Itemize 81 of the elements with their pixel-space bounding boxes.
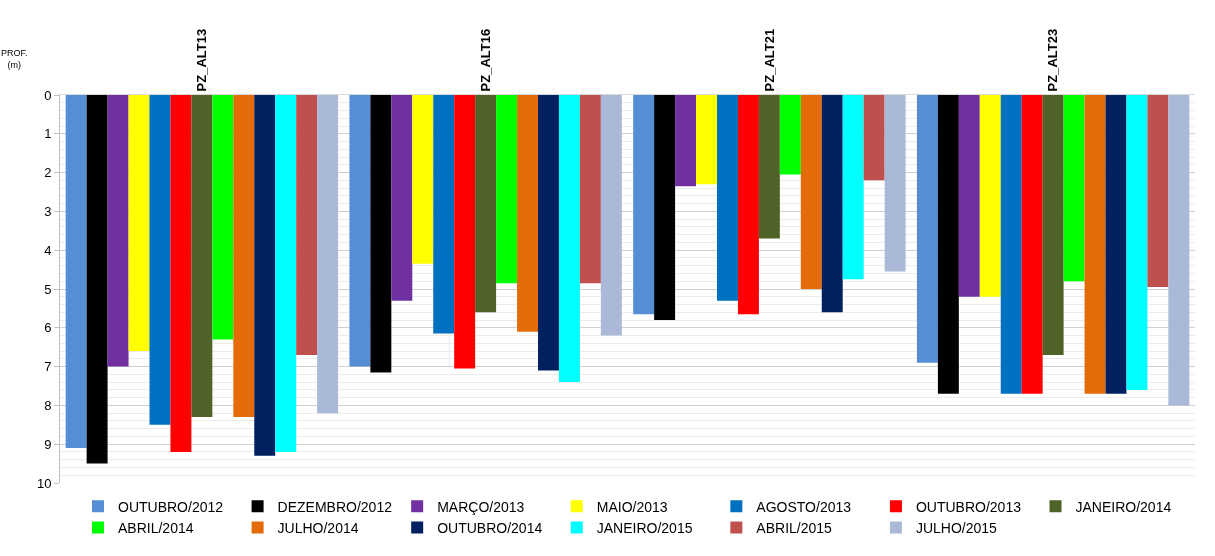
bar (1042, 95, 1064, 355)
bar (842, 95, 864, 280)
legend-label: ABRIL/2014 (118, 520, 194, 537)
bar (128, 95, 150, 352)
bar (65, 95, 87, 449)
bar (433, 95, 455, 334)
y-tick-label: 5 (44, 281, 52, 297)
y-tick-label: 6 (44, 320, 52, 336)
bar (538, 95, 559, 371)
y-tick-label: 3 (44, 203, 52, 219)
bar (1147, 95, 1169, 288)
y-tick-label: 0 (44, 87, 52, 103)
y-tick-label: 2 (44, 165, 52, 181)
x-tick-label: PZ_ALT16 (477, 28, 493, 92)
bar (1021, 95, 1043, 394)
bar (391, 95, 413, 301)
bar (233, 95, 255, 418)
legend-label: OUTUBRO/2012 (118, 498, 224, 515)
bar (758, 95, 780, 239)
legend-label: OUTUBRO/2013 (915, 498, 1022, 515)
legend-label: ABRIL/2015 (756, 520, 833, 537)
bar (863, 95, 885, 181)
legend-label: JULHO/2014 (277, 520, 359, 537)
bar (370, 95, 392, 373)
bar (716, 95, 738, 301)
legend-label: JANEIRO/2015 (596, 520, 693, 537)
bar (1126, 95, 1148, 390)
bar (654, 95, 676, 321)
bar (191, 95, 213, 418)
bar (558, 95, 580, 383)
bar (779, 95, 801, 175)
legend-label: MARÇO/2013 (437, 498, 525, 515)
x-tick-label: PZ_ALT13 (194, 28, 210, 92)
bar (696, 95, 717, 185)
bar (675, 95, 697, 187)
bar (937, 95, 959, 394)
bar (579, 95, 601, 284)
bar (86, 95, 108, 464)
legend-label: MAIO/2013 (596, 498, 668, 515)
bar (475, 95, 497, 313)
y-tick-label: 10 (36, 475, 52, 491)
legend-label: AGOSTO/2013 (756, 498, 852, 515)
bar (1063, 95, 1085, 282)
bar (1105, 95, 1127, 394)
y-tick-label: 8 (44, 397, 52, 413)
bar (1168, 95, 1190, 406)
legend-label: JANEIRO/2014 (1075, 498, 1172, 515)
bar (254, 95, 276, 456)
bar (1000, 95, 1022, 394)
bar (317, 95, 339, 414)
bar (517, 95, 539, 332)
bar (916, 95, 938, 363)
x-tick-label: PZ_ALT21 (761, 28, 777, 92)
bar (349, 95, 371, 367)
x-tick-label: PZ_ALT23 (1045, 28, 1061, 92)
y-tick-label: 4 (44, 242, 52, 258)
bar (979, 95, 1001, 297)
legend-label: OUTUBRO/2014 (437, 520, 543, 537)
bar (1084, 95, 1106, 394)
legend-label: JULHO/2015 (915, 520, 998, 537)
bar (212, 95, 234, 340)
bar (275, 95, 297, 452)
bar (149, 95, 171, 425)
bar (454, 95, 476, 369)
bar (737, 95, 759, 315)
bar (496, 95, 518, 284)
bar (170, 95, 192, 452)
bar (821, 95, 843, 313)
bar (296, 95, 318, 355)
y-tick-label: 1 (44, 126, 52, 142)
legend-label: DEZEMBRO/2012 (277, 498, 393, 515)
y-tick-label: 7 (44, 359, 52, 375)
bar (958, 95, 980, 297)
bar (107, 95, 129, 367)
bar (884, 95, 906, 272)
y-axis-title: PROF. (m) (1, 48, 28, 70)
bar (412, 95, 434, 264)
y-tick-label: 9 (44, 436, 52, 452)
bar (633, 95, 655, 315)
bar (800, 95, 822, 289)
bar (600, 95, 622, 336)
